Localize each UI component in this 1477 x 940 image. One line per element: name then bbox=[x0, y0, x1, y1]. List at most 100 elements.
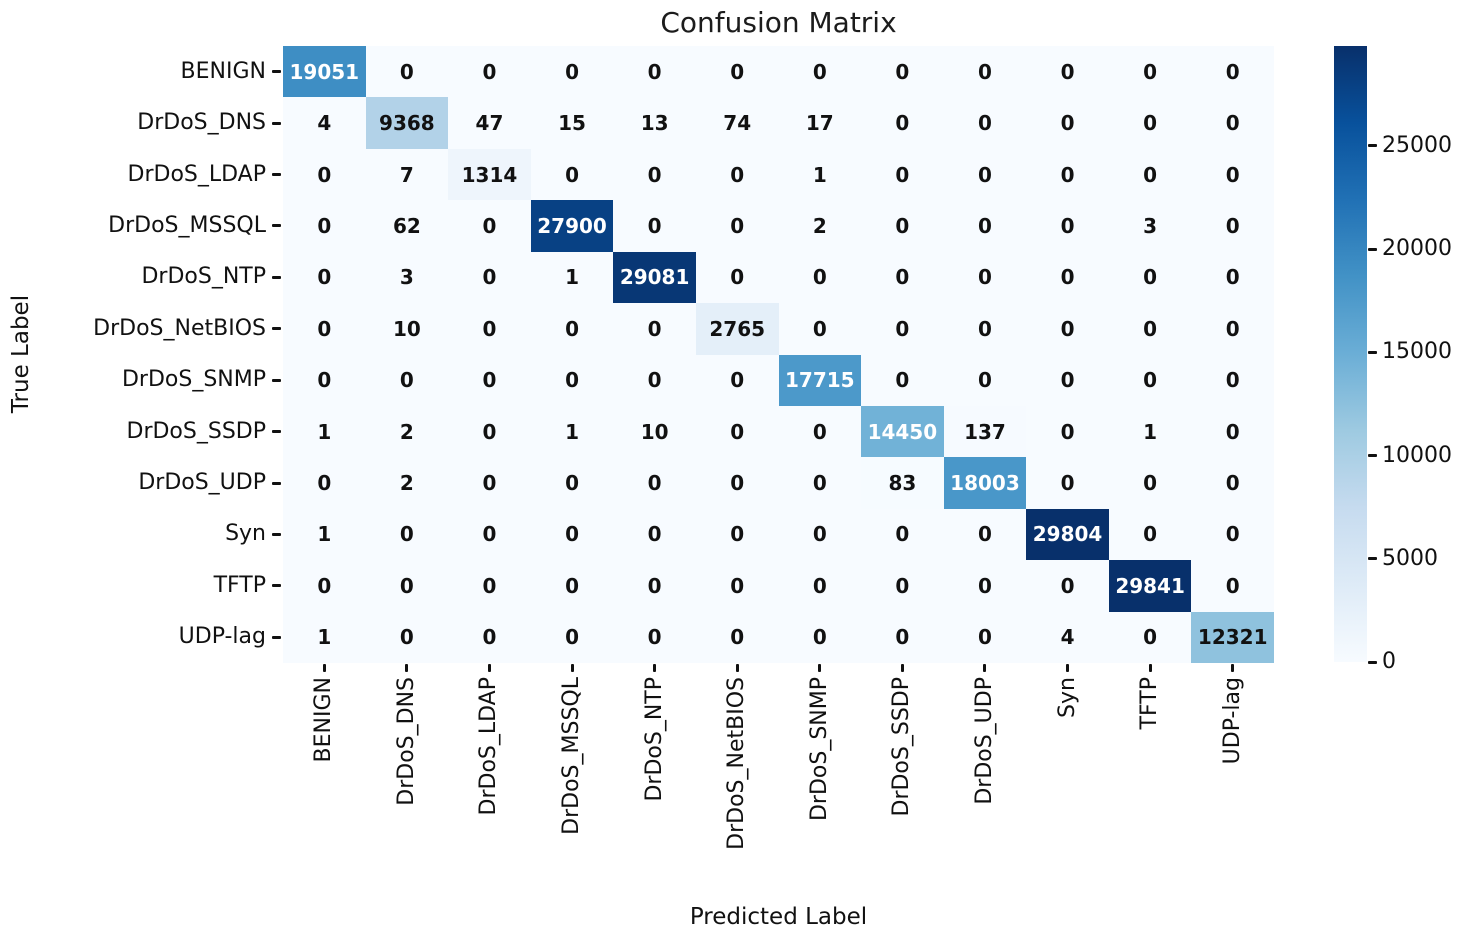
heatmap-cell: 1314 bbox=[448, 148, 531, 201]
y-tick-label: DrDoS_SNMP bbox=[121, 367, 266, 393]
y-tick-mark bbox=[272, 70, 281, 74]
heatmap-cell: 0 bbox=[613, 303, 696, 355]
heatmap-cell: 0 bbox=[448, 251, 531, 304]
heatmap-cell: 0 bbox=[861, 508, 944, 561]
y-tick-label: DrDoS_UDP bbox=[138, 470, 266, 496]
x-axis-label: Predicted Label bbox=[689, 904, 868, 930]
heatmap-cell: 0 bbox=[778, 303, 862, 355]
heatmap-cell: 0 bbox=[283, 354, 366, 406]
y-tick-label: DrDoS_LDAP bbox=[127, 161, 266, 187]
x-tick-label: Syn bbox=[1054, 677, 1080, 718]
heatmap-cell: 29081 bbox=[613, 251, 696, 304]
heatmap-cell: 0 bbox=[778, 405, 862, 458]
heatmap-cell: 0 bbox=[695, 200, 779, 252]
y-tick-mark bbox=[272, 635, 281, 639]
y-tick-mark bbox=[272, 121, 281, 125]
heatmap-cell: 0 bbox=[365, 560, 449, 612]
x-tick-label: DrDoS_NetBIOS bbox=[724, 677, 750, 850]
colorbar-tick-label: 20000 bbox=[1382, 236, 1452, 262]
y-tick-label: DrDoS_MSSQL bbox=[108, 212, 266, 238]
heatmap-cell: 0 bbox=[778, 457, 862, 509]
heatmap-cell: 0 bbox=[1026, 303, 1109, 355]
y-tick-label: TFTP bbox=[213, 572, 266, 598]
heatmap-cell: 3 bbox=[365, 251, 449, 304]
heatmap-cell: 1 bbox=[283, 508, 366, 561]
heatmap-cell: 0 bbox=[695, 560, 779, 612]
heatmap-cell: 1 bbox=[283, 611, 366, 663]
heatmap-cell: 47 bbox=[448, 97, 531, 149]
heatmap-cell: 0 bbox=[861, 148, 944, 201]
heatmap-cell: 0 bbox=[778, 560, 862, 612]
heatmap-cell: 3 bbox=[1108, 200, 1192, 252]
heatmap-cell: 0 bbox=[1191, 97, 1274, 149]
heatmap-cell: 0 bbox=[695, 457, 779, 509]
heatmap-cell: 13 bbox=[613, 97, 696, 149]
heatmap-cell: 0 bbox=[613, 560, 696, 612]
heatmap-cell: 4 bbox=[1026, 611, 1109, 663]
heatmap-cell: 19051 bbox=[283, 46, 366, 98]
x-tick-label: BENIGN bbox=[311, 677, 337, 763]
heatmap-cell: 0 bbox=[1108, 303, 1192, 355]
x-tick-mark bbox=[1148, 664, 1152, 672]
colorbar-tick-mark bbox=[1368, 350, 1377, 354]
heatmap-cell: 0 bbox=[448, 560, 531, 612]
x-tick-mark bbox=[735, 664, 739, 672]
heatmap-cell: 1 bbox=[1108, 405, 1192, 458]
heatmap-cell: 0 bbox=[695, 405, 779, 458]
heatmap-cell: 0 bbox=[695, 611, 779, 663]
colorbar-tick-mark bbox=[1368, 454, 1377, 458]
y-tick-label: BENIGN bbox=[180, 58, 266, 84]
heatmap-cell: 0 bbox=[530, 560, 614, 612]
heatmap-cell: 0 bbox=[1108, 251, 1192, 304]
colorbar-tick-mark bbox=[1368, 144, 1377, 148]
heatmap-cell: 0 bbox=[861, 611, 944, 663]
x-tick-mark bbox=[487, 664, 491, 672]
heatmap-cell: 2765 bbox=[695, 303, 779, 355]
heatmap-cell: 0 bbox=[283, 303, 366, 355]
heatmap-cell: 0 bbox=[861, 200, 944, 252]
colorbar-tick-mark bbox=[1368, 557, 1377, 561]
heatmap-cell: 17715 bbox=[778, 354, 862, 406]
heatmap-cell: 0 bbox=[448, 405, 531, 458]
colorbar-tick-label: 5000 bbox=[1382, 545, 1438, 571]
heatmap-cell: 0 bbox=[283, 251, 366, 304]
heatmap-cell: 137 bbox=[943, 405, 1027, 458]
heatmap-cell: 0 bbox=[1026, 251, 1109, 304]
x-tick-mark bbox=[983, 664, 987, 672]
x-tick-mark bbox=[405, 664, 409, 672]
heatmap-cell: 0 bbox=[448, 303, 531, 355]
heatmap-cell: 0 bbox=[943, 508, 1027, 561]
heatmap-cell: 0 bbox=[861, 354, 944, 406]
heatmap-cell: 1 bbox=[283, 405, 366, 458]
x-tick-label: DrDoS_SSDP bbox=[889, 677, 915, 817]
x-tick-label: DrDoS_DNS bbox=[393, 677, 419, 806]
x-tick-mark bbox=[1066, 664, 1070, 672]
x-tick-mark bbox=[322, 664, 326, 672]
heatmap-cell: 0 bbox=[1191, 457, 1274, 509]
heatmap-cell: 0 bbox=[695, 148, 779, 201]
heatmap-cell: 0 bbox=[943, 354, 1027, 406]
heatmap-cell: 0 bbox=[943, 148, 1027, 201]
heatmap-cell: 0 bbox=[365, 46, 449, 98]
heatmap-cell: 0 bbox=[613, 354, 696, 406]
y-tick-label: Syn bbox=[225, 521, 266, 547]
heatmap-cell: 29841 bbox=[1108, 560, 1192, 612]
y-tick-mark bbox=[272, 224, 281, 228]
heatmap-cell: 0 bbox=[695, 46, 779, 98]
y-tick-label: DrDoS_NTP bbox=[141, 264, 266, 290]
heatmap-cell: 0 bbox=[861, 46, 944, 98]
y-tick-label: DrDoS_DNS bbox=[137, 110, 266, 136]
heatmap-cell: 0 bbox=[943, 97, 1027, 149]
y-tick-mark bbox=[272, 275, 281, 279]
y-tick-mark bbox=[272, 378, 281, 382]
heatmap-cell: 0 bbox=[943, 251, 1027, 304]
heatmap-cell: 0 bbox=[448, 200, 531, 252]
heatmap-cell: 62 bbox=[365, 200, 449, 252]
x-tick-label: DrDoS_MSSQL bbox=[559, 677, 585, 835]
x-tick-mark bbox=[653, 664, 657, 672]
heatmap-cell: 0 bbox=[365, 508, 449, 561]
x-tick-label: DrDoS_SNMP bbox=[806, 677, 832, 822]
heatmap-cell: 0 bbox=[778, 611, 862, 663]
y-tick-label: UDP-lag bbox=[178, 624, 266, 650]
y-tick-label: DrDoS_NetBIOS bbox=[93, 315, 266, 341]
